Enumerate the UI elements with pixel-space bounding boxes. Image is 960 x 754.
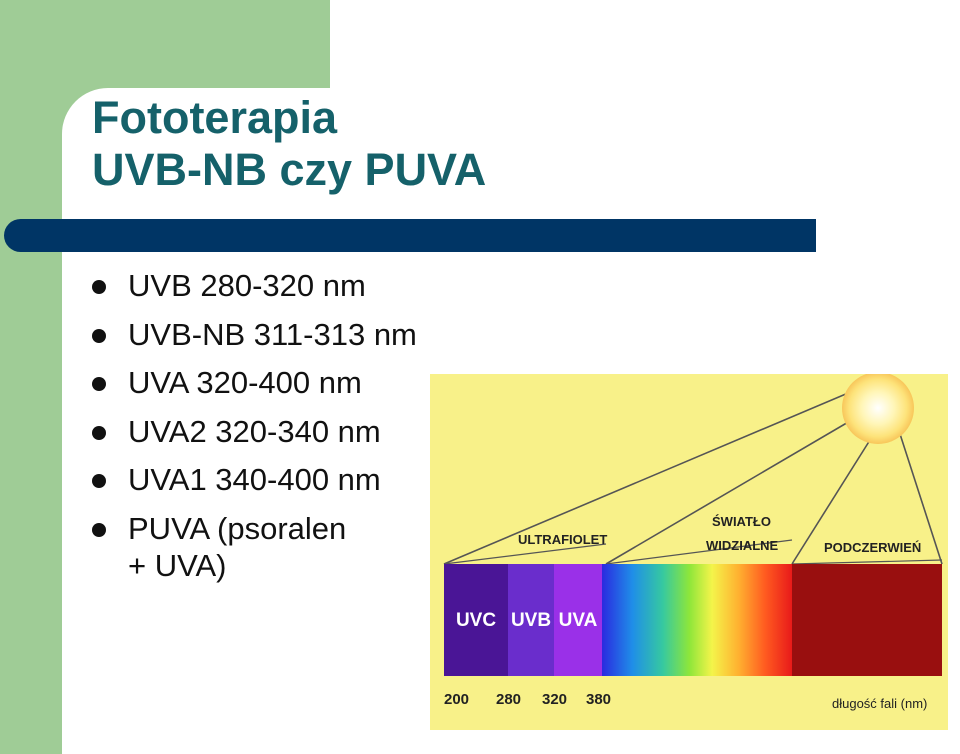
tick-label: 320	[542, 691, 567, 708]
label-widzialne: WIDZIALNE	[706, 538, 779, 553]
bullet-text: UVA1 340-400 nm	[128, 462, 381, 497]
label-swiatlo: ŚWIATŁO	[712, 514, 771, 529]
bullet-item: UVA 320-400 nm	[92, 363, 417, 412]
axis-label: długość fali (nm)	[832, 696, 927, 711]
sun-icon	[842, 374, 914, 444]
tick-label: 280	[496, 691, 521, 708]
band-uvc	[444, 564, 508, 676]
bullet-dot-icon	[92, 377, 106, 391]
electromagnetic-spectrum-figure: ULTRAFIOLET ŚWIATŁO WIDZIALNE PODCZERWIE…	[430, 374, 948, 730]
band-uva	[554, 564, 602, 676]
bullet-item: UVB-NB 311-313 nm	[92, 315, 417, 364]
ray-line	[899, 433, 943, 565]
bullet-text: PUVA (psoralen	[128, 510, 347, 546]
bullet-item: UVB 280-320 nm	[92, 266, 417, 315]
bullet-dot-icon	[92, 474, 106, 488]
bullet-dot-icon	[92, 425, 106, 440]
band-infrared	[792, 564, 942, 676]
bracket-line	[605, 539, 793, 565]
bullet-item: UVA2 320-340 nm	[92, 412, 417, 461]
tick-label: 380	[586, 691, 611, 708]
ray-line	[605, 413, 863, 565]
band-uvb	[508, 564, 554, 676]
bullet-text: UVB-NB 311-313 nm	[128, 316, 417, 352]
bullet-dot-icon	[92, 328, 106, 343]
bullet-item: PUVA (psoralen + UVA)	[92, 509, 417, 582]
bullet-dot-icon	[92, 522, 106, 537]
bullet-dot-icon	[92, 280, 106, 294]
label-podczerwien: PODCZERWIEŃ	[824, 540, 921, 555]
bullet-list: UVB 280-320 nm UVB-NB 311-313 nm UVA 320…	[92, 266, 417, 582]
bracket-line	[443, 543, 607, 565]
slide-title: Fototerapia UVB-NB czy PUVA	[92, 92, 486, 196]
bullet-text: UVB 280-320 nm	[128, 268, 366, 303]
band-label-uva: UVA	[559, 610, 598, 631]
title-divider-bar	[4, 219, 816, 252]
bullet-item: UVA1 340-400 nm	[92, 460, 417, 509]
band-visible	[602, 564, 792, 676]
label-ultrafiolet: ULTRAFIOLET	[518, 532, 607, 547]
band-label-uvb: UVB	[511, 610, 551, 631]
band-label-uvc: UVC	[456, 610, 496, 631]
ray-line	[791, 439, 871, 565]
title-line-1: Fototerapia	[92, 92, 338, 143]
bullet-text: UVA 320-400 nm	[128, 365, 362, 400]
ray-line	[443, 387, 861, 565]
title-line-2: UVB-NB czy PUVA	[92, 144, 487, 195]
bullet-text: UVA2 320-340 nm	[128, 413, 381, 449]
tick-label: 200	[444, 691, 469, 708]
bullet-text-continuation: + UVA)	[128, 547, 227, 583]
bracket-line	[791, 559, 943, 565]
